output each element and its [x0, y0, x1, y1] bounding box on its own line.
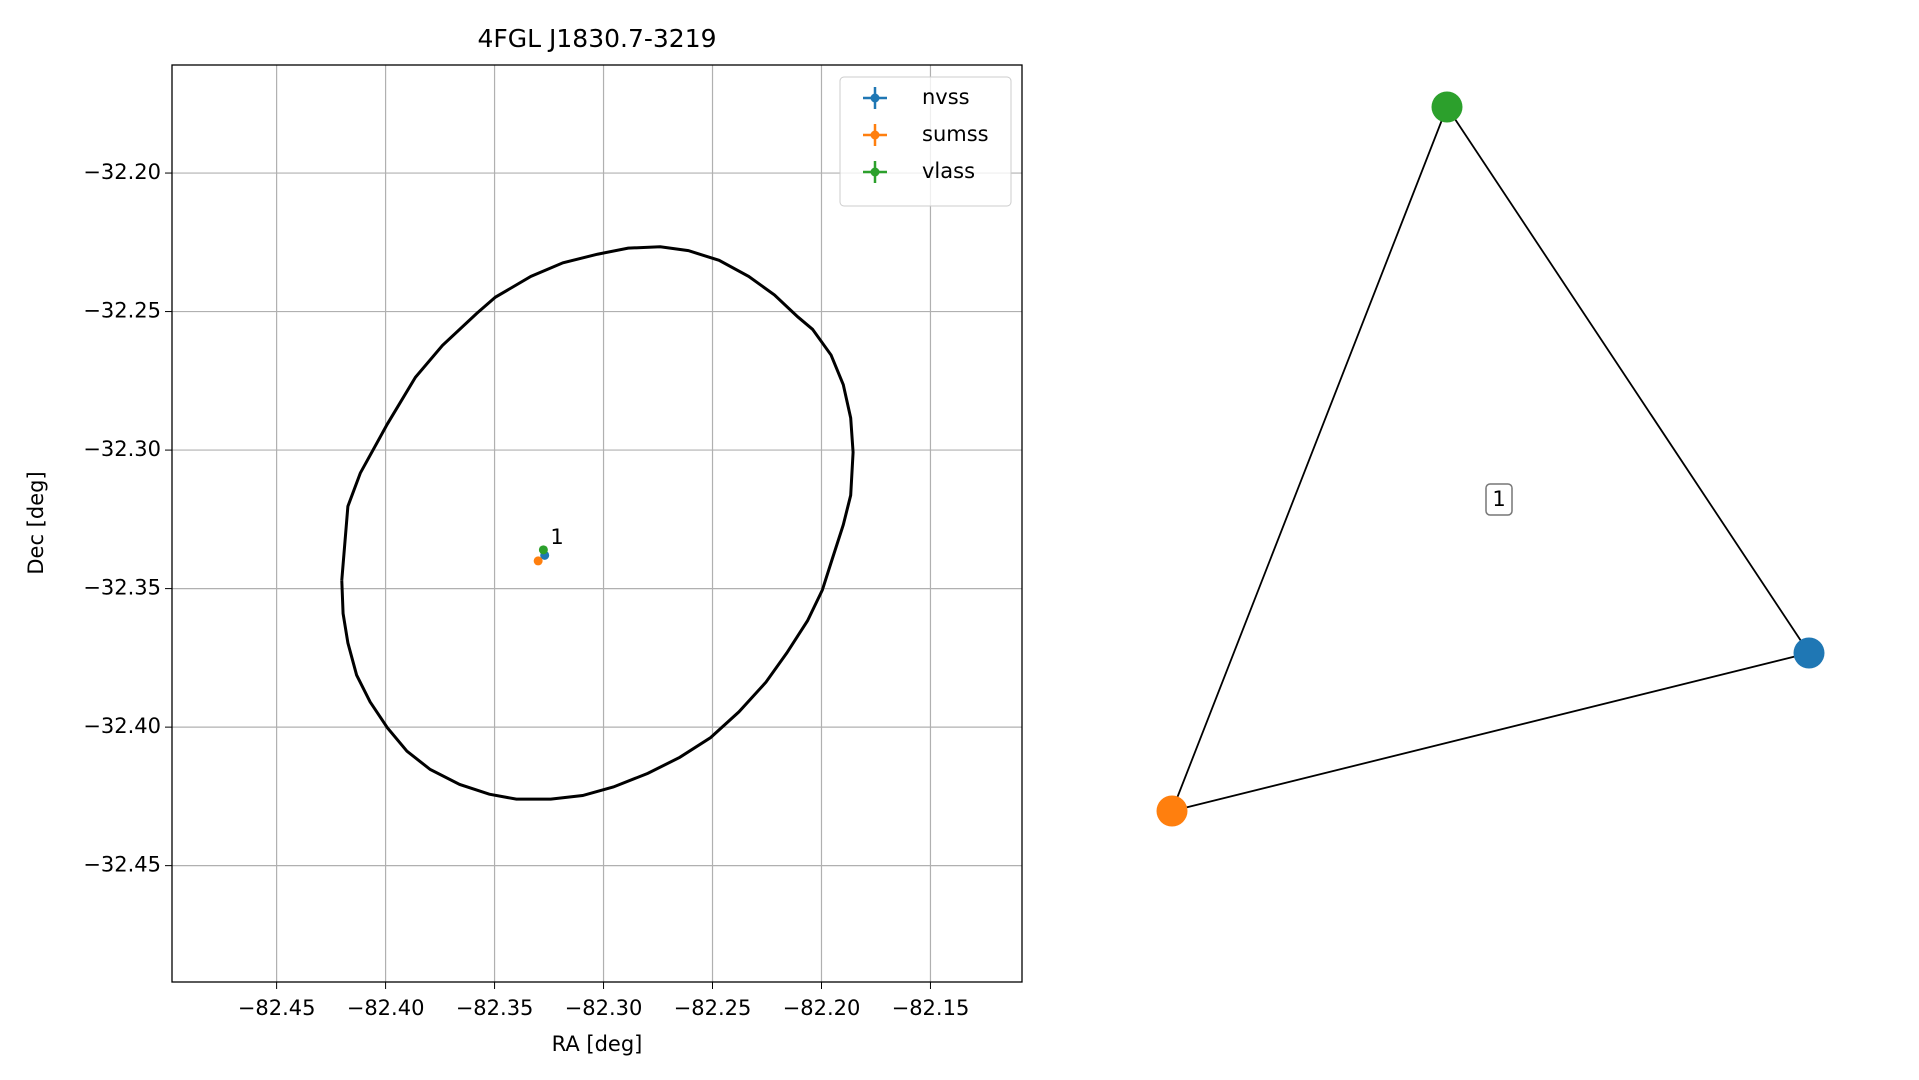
network-node [1156, 795, 1188, 827]
y-tick-label: −32.45 [83, 853, 161, 877]
annotation: 1 [550, 525, 563, 549]
point [538, 545, 548, 555]
network-node [1793, 637, 1825, 669]
x-axis-label: RA [deg] [552, 1032, 643, 1056]
legend-marker [870, 167, 880, 177]
point [533, 556, 543, 566]
y-axis-label: Dec [deg] [24, 471, 48, 574]
edge-label-box [1485, 483, 1513, 516]
network-edge [1171, 652, 1810, 812]
legend-marker [870, 93, 880, 103]
x-tick-label: −82.25 [674, 996, 752, 1020]
edge-label: 1 [1492, 487, 1505, 511]
legend-box [839, 76, 1012, 207]
x-tick-label: −82.15 [892, 996, 970, 1020]
y-tick-label: −32.40 [83, 714, 161, 738]
x-tick-label: −82.35 [456, 996, 534, 1020]
legend-label: sumss [922, 122, 989, 146]
y-tick-label: −32.20 [83, 160, 161, 184]
network-edge [1171, 106, 1448, 812]
y-tick-label: −32.30 [83, 437, 161, 461]
legend-label: nvss [922, 85, 970, 109]
x-tick-label: −82.30 [565, 996, 643, 1020]
x-tick-label: −82.20 [783, 996, 861, 1020]
error-ellipse [340, 245, 855, 801]
network-node [1431, 91, 1463, 123]
axes-frame [171, 64, 1023, 983]
y-tick-label: −32.35 [83, 576, 161, 600]
network-edge [1446, 106, 1810, 654]
chart-title: 4FGL J1830.7-3219 [477, 24, 716, 53]
x-tick-label: −82.45 [238, 996, 316, 1020]
x-tick-label: −82.40 [347, 996, 425, 1020]
legend-marker [870, 130, 880, 140]
y-tick-label: −32.25 [83, 299, 161, 323]
legend-label: vlass [922, 159, 975, 183]
